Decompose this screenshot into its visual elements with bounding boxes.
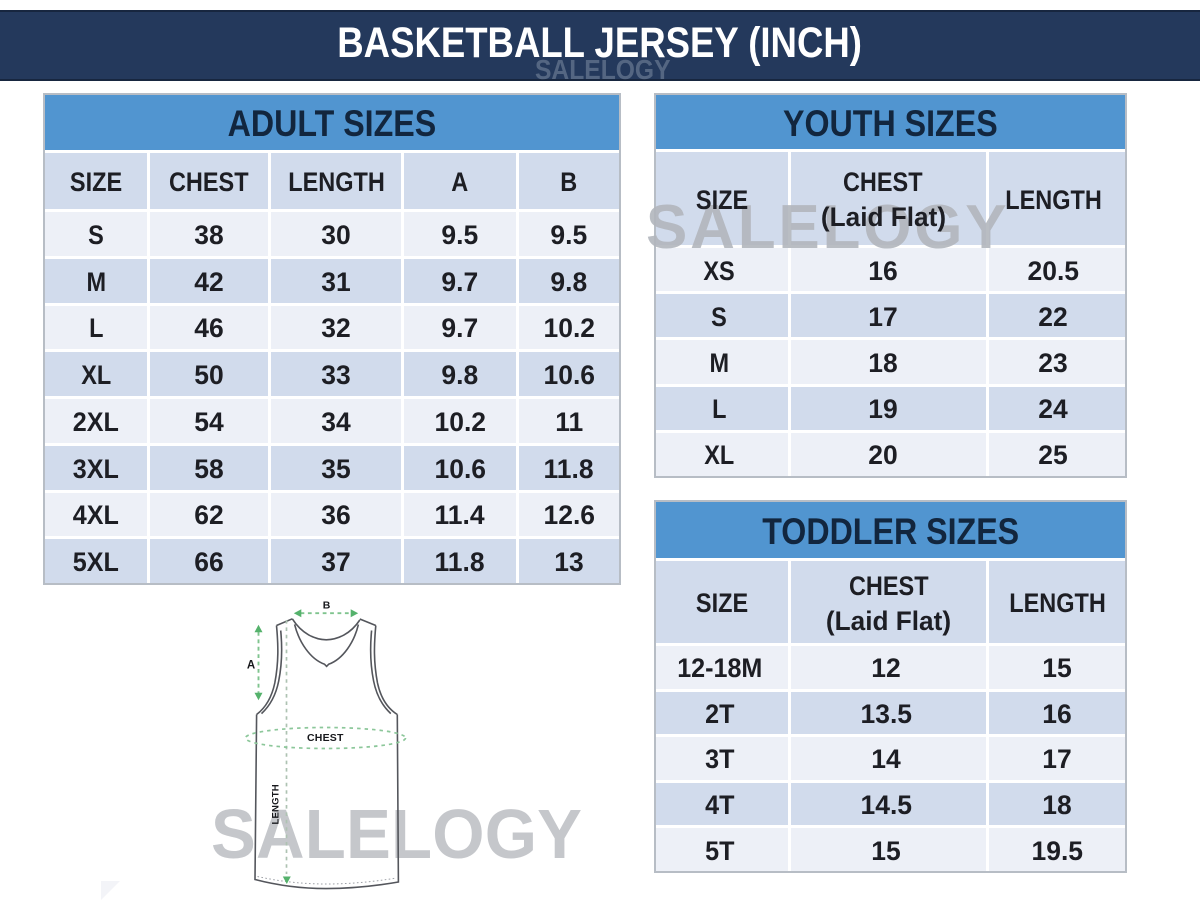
svg-text:B: B <box>323 599 331 611</box>
svg-text:A: A <box>247 660 255 672</box>
svg-text:CHEST: CHEST <box>307 732 344 744</box>
svg-text:LENGTH: LENGTH <box>271 784 282 824</box>
